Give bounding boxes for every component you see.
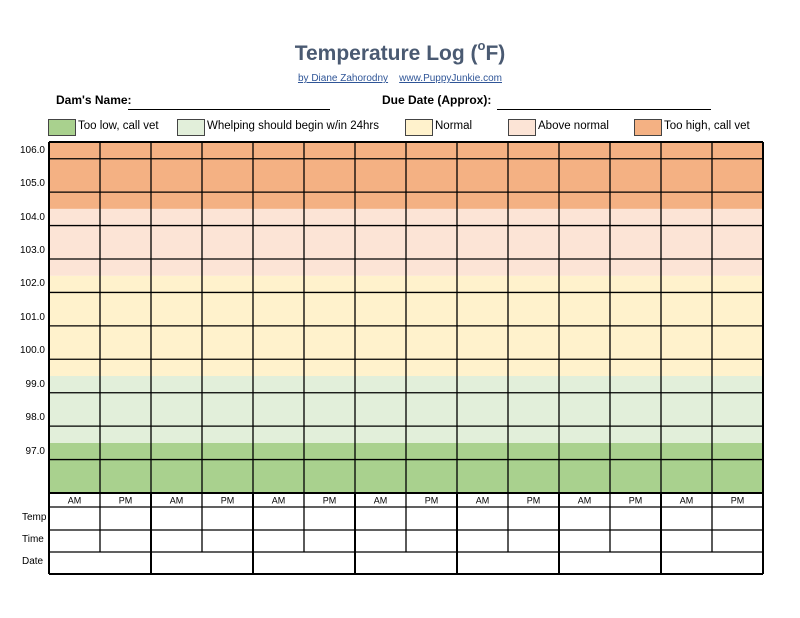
due-date-field[interactable] <box>497 109 711 110</box>
pm-header: PM <box>731 496 745 506</box>
pm-header: PM <box>119 496 133 506</box>
y-axis-label: 105.0 <box>19 178 45 190</box>
pm-header: PM <box>527 496 541 506</box>
byline: by Diane Zahorodny www.PuppyJunkie.com <box>0 73 800 84</box>
y-axis-label: 100.0 <box>19 345 45 357</box>
y-axis-label: 97.0 <box>25 445 45 457</box>
legend-label: Above normal <box>538 120 609 132</box>
y-axis-label: 106.0 <box>19 144 45 156</box>
legend-swatch <box>48 119 76 136</box>
pm-header: PM <box>323 496 337 506</box>
row-label-temp: Temp <box>22 511 47 523</box>
due-date-label: Due Date (Approx): <box>382 93 492 107</box>
y-axis-label: 104.0 <box>19 211 45 223</box>
row-label-time: Time <box>22 534 44 545</box>
byline-site-link[interactable]: www.PuppyJunkie.com <box>399 73 502 84</box>
y-axis-label: 103.0 <box>19 245 45 256</box>
dam-name-field[interactable] <box>128 109 330 110</box>
dam-name-label: Dam's Name: <box>56 93 132 107</box>
legend-label: Too high, call vet <box>664 120 750 132</box>
legend-label: Normal <box>435 120 473 132</box>
byline-author: by Diane Zahorodny <box>297 73 389 84</box>
am-header: AM <box>170 496 184 506</box>
legend-label: Whelping should begin w/in 24hrs <box>207 120 379 132</box>
page-title: Temperature Log (oF) <box>294 38 506 65</box>
pm-header: PM <box>425 496 439 506</box>
legend-label: Too low, call vet <box>78 120 159 132</box>
legend-swatch <box>177 119 205 136</box>
y-axis-label: 98.0 <box>25 412 45 424</box>
pm-header: PM <box>221 496 235 506</box>
am-header: AM <box>476 496 490 506</box>
legend-swatch <box>508 119 536 136</box>
pm-header: PM <box>629 496 643 506</box>
am-header: AM <box>272 496 286 506</box>
y-axis-label: 102.0 <box>19 278 45 290</box>
row-label-date: Date <box>22 556 44 567</box>
am-header: AM <box>374 496 388 506</box>
legend-swatch <box>634 119 662 136</box>
am-header: AM <box>578 496 592 506</box>
y-axis-label: 101.0 <box>19 311 45 323</box>
y-axis-label: 99.0 <box>25 378 45 390</box>
legend-swatch <box>405 119 433 136</box>
am-header: AM <box>680 496 694 506</box>
am-header: AM <box>68 496 82 506</box>
